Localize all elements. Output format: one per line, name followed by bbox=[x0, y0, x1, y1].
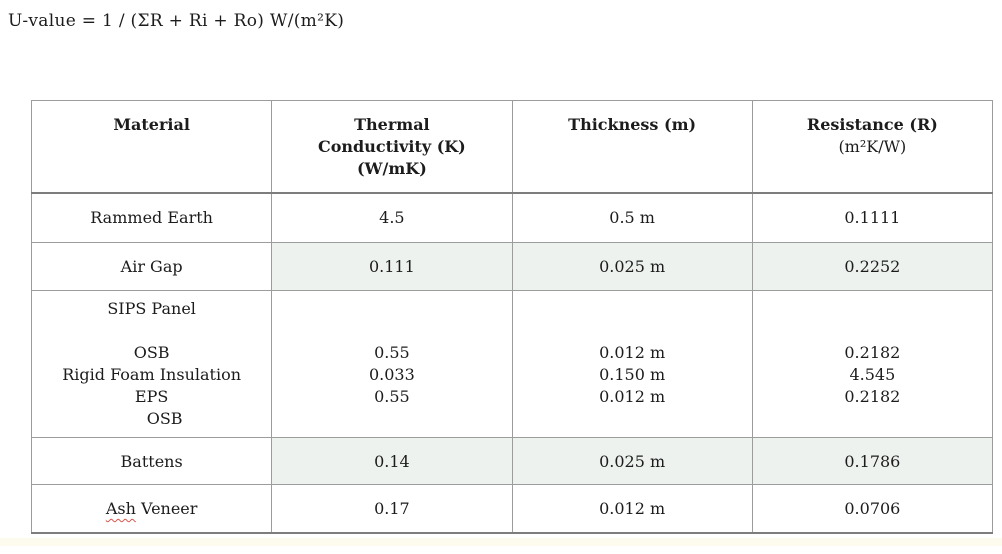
column-header-thermal-conductivity: Thermal Conductivity (K) (W/mK) bbox=[271, 100, 513, 194]
cell-thickness: 0.025 m bbox=[511, 242, 753, 291]
material-line: Rigid Foam Insulation bbox=[62, 365, 242, 384]
value-line: 4.545 bbox=[849, 365, 896, 384]
material-line: OSB bbox=[146, 409, 183, 428]
value-line bbox=[757, 298, 988, 320]
material-word: Veneer bbox=[135, 498, 198, 518]
cell-resistance: 0.1111 bbox=[751, 192, 994, 243]
cell-material: Ash Veneer bbox=[30, 484, 273, 534]
header-label: Material bbox=[113, 115, 190, 134]
value-line bbox=[517, 298, 748, 320]
cell-thickness: 0.012 m 0.150 m 0.012 m bbox=[511, 290, 753, 438]
value-line: 0.012 m bbox=[599, 343, 666, 362]
table-body: Rammed Earth 4.5 0.5 m 0.1111 Air Gap 0.… bbox=[30, 192, 994, 534]
cell-material: Rammed Earth bbox=[30, 192, 273, 243]
cell-thickness: 0.012 m bbox=[511, 484, 753, 534]
cell-resistance: 0.1786 bbox=[751, 437, 994, 485]
table-row-ash-veneer: Ash Veneer 0.17 0.012 m 0.0706 bbox=[30, 484, 994, 534]
material-line: SIPS Panel bbox=[107, 299, 196, 318]
header-label: Thickness (m) bbox=[568, 115, 697, 134]
cell-resistance: 0.2182 4.545 0.2182 bbox=[751, 290, 994, 438]
value-line: 0.2182 bbox=[844, 343, 901, 362]
cell-conductivity: 4.5 bbox=[271, 192, 513, 243]
table-row-battens: Battens 0.14 0.025 m 0.1786 bbox=[30, 437, 994, 485]
cell-conductivity: 0.17 bbox=[271, 484, 513, 534]
value-line bbox=[276, 408, 507, 430]
value-line: 0.55 bbox=[374, 387, 410, 406]
table-row-rammed-earth: Rammed Earth 4.5 0.5 m 0.1111 bbox=[30, 192, 994, 243]
highlight-band bbox=[0, 538, 1002, 546]
value-line: 0.012 m bbox=[599, 387, 666, 406]
value-line: 0.150 m bbox=[599, 365, 666, 384]
materials-table: Material Thermal Conductivity (K) (W/mK)… bbox=[30, 100, 994, 534]
cell-thickness: 0.025 m bbox=[511, 437, 753, 485]
misspelled-word: Ash bbox=[105, 498, 136, 518]
column-header-thickness: Thickness (m) bbox=[511, 100, 753, 194]
value-line: 0.2182 bbox=[844, 387, 901, 406]
cell-material: Battens bbox=[30, 437, 273, 485]
header-label: (m²K/W) bbox=[838, 137, 907, 156]
header-label: Resistance (R) bbox=[806, 115, 938, 134]
header-label: (W/mK) bbox=[356, 159, 427, 178]
value-line bbox=[757, 320, 988, 342]
value-line: 0.55 bbox=[374, 343, 410, 362]
value-line bbox=[276, 320, 507, 342]
material-line: OSB bbox=[133, 343, 170, 362]
cell-conductivity: 0.111 bbox=[271, 242, 513, 291]
value-line bbox=[517, 408, 748, 430]
cell-resistance: 0.2252 bbox=[751, 242, 994, 291]
value-line: 0.033 bbox=[368, 365, 415, 384]
material-line: EPS bbox=[134, 387, 169, 406]
table-row-sips-panel: SIPS Panel OSB Rigid Foam Insulation EPS… bbox=[30, 290, 994, 438]
value-line bbox=[517, 320, 748, 342]
cell-thickness: 0.5 m bbox=[511, 192, 753, 243]
table-row-air-gap: Air Gap 0.111 0.025 m 0.2252 bbox=[30, 242, 994, 291]
column-header-resistance: Resistance (R) (m²K/W) bbox=[751, 100, 994, 194]
cell-material: Air Gap bbox=[30, 242, 273, 291]
cell-conductivity: 0.55 0.033 0.55 bbox=[271, 290, 513, 438]
cell-resistance: 0.0706 bbox=[751, 484, 994, 534]
value-line bbox=[276, 298, 507, 320]
header-label: Thermal bbox=[354, 115, 430, 134]
material-line bbox=[36, 320, 267, 342]
column-header-material: Material bbox=[30, 100, 273, 194]
value-line bbox=[757, 408, 988, 430]
header-row: Material Thermal Conductivity (K) (W/mK)… bbox=[30, 100, 994, 194]
u-value-formula: U-value = 1 / (ΣR + Ri + Ro) W/(m²K) bbox=[8, 11, 345, 31]
cell-conductivity: 0.14 bbox=[271, 437, 513, 485]
cell-material: SIPS Panel OSB Rigid Foam Insulation EPS… bbox=[30, 290, 273, 438]
table-header: Material Thermal Conductivity (K) (W/mK)… bbox=[30, 100, 994, 194]
header-label: Conductivity (K) bbox=[318, 137, 466, 156]
